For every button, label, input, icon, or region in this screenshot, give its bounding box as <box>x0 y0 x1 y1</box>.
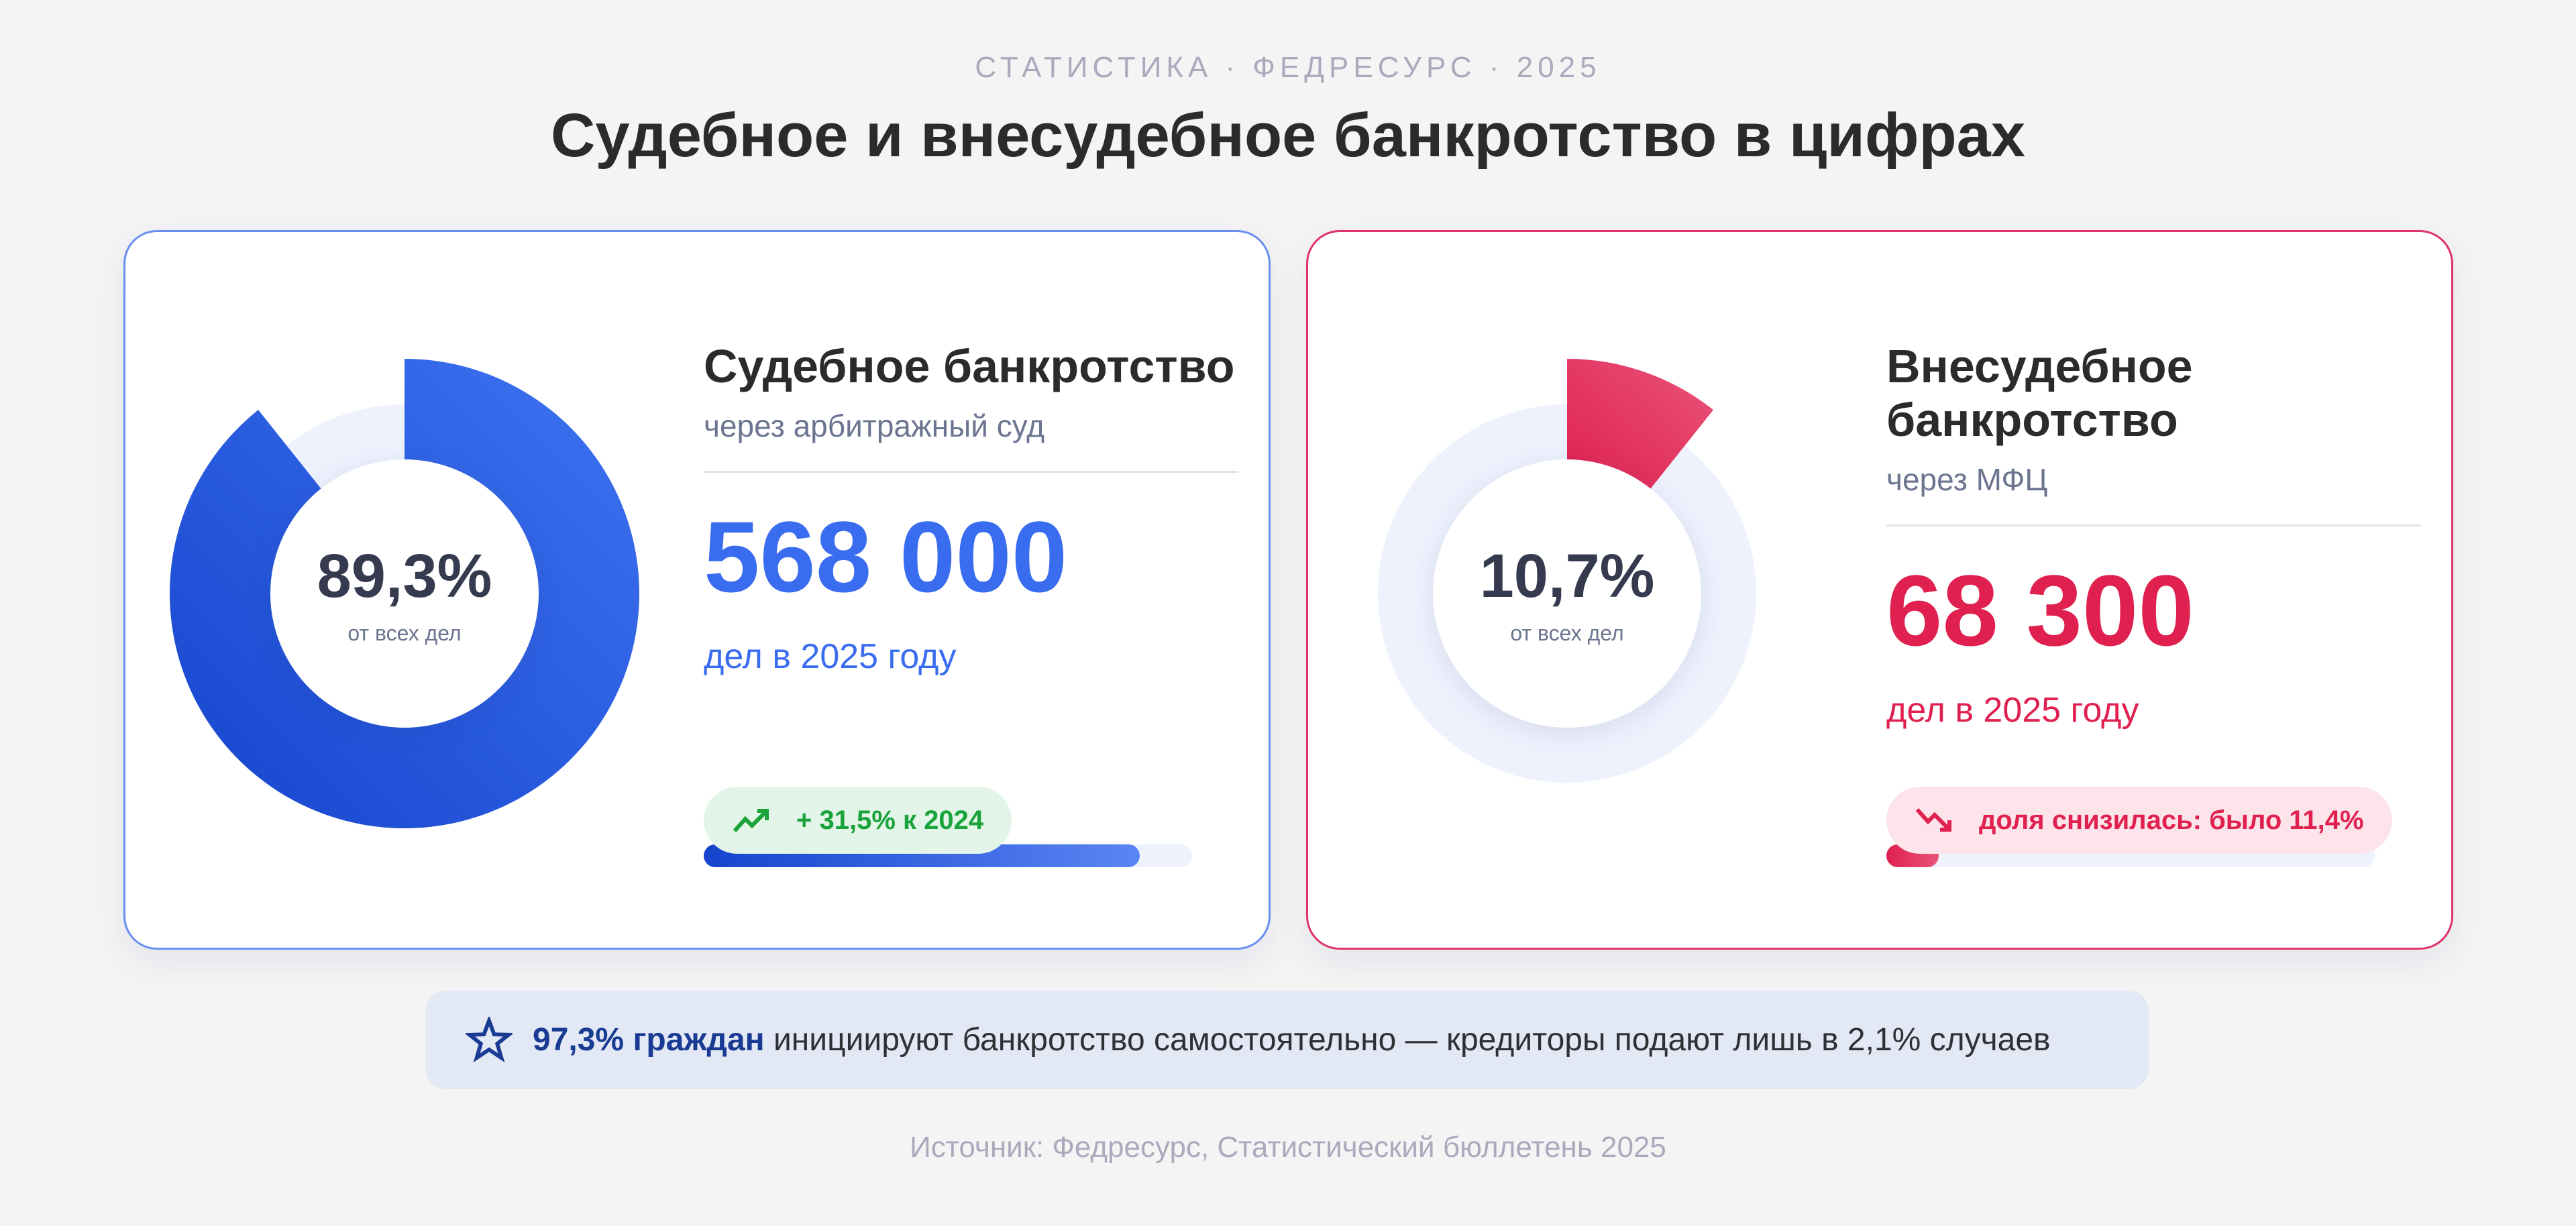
case-unit: дел в 2025 году <box>704 637 957 676</box>
donut-center: 10,7% от всех дел <box>1433 459 1701 728</box>
donut-caption: от всех дел <box>1510 621 1624 645</box>
divider <box>704 471 1238 473</box>
donut-center: 89,3% от всех дел <box>270 459 539 728</box>
trend-down-icon <box>1915 808 1951 832</box>
card-subtitle: через МФЦ <box>1886 462 2048 497</box>
badge-text: + 31,5% к 2024 <box>796 805 984 835</box>
case-count: 68 300 <box>1886 554 2194 667</box>
judicial-card: 89,3% от всех дел Судебное банкротство ч… <box>123 230 1271 950</box>
banner-text: инициируют банкротство самостоятельно — … <box>773 1022 2051 1058</box>
insight-banner: 97,3% граждан инициируют банкротство сам… <box>425 991 2149 1089</box>
growth-badge: + 31,5% к 2024 <box>704 787 1012 854</box>
extrajudicial-card: 10,7% от всех дел Внесудебное банкротств… <box>1306 230 2453 950</box>
card-subtitle: через арбитражный суд <box>704 408 1045 443</box>
donut-caption: от всех дел <box>347 621 462 645</box>
star-icon <box>466 1016 513 1062</box>
card-title: Внесудебное банкротство <box>1886 340 2193 446</box>
donut-segment-extrajudicial <box>1567 359 1713 492</box>
donut-percent: 89,3% <box>317 542 492 610</box>
donut-segment-judicial <box>169 359 639 828</box>
donut-percent: 10,7% <box>1479 542 1655 610</box>
divider <box>1886 524 2421 526</box>
page-title: Судебное и внесудебное банкротство в циф… <box>550 101 2026 170</box>
trend-up-icon <box>733 809 769 832</box>
source-note: Источник: Федресурс, Статистический бюлл… <box>910 1131 1666 1164</box>
banner-highlight: 97,3% граждан <box>533 1022 765 1058</box>
case-count: 568 000 <box>704 500 1068 613</box>
card-title: Судебное банкротство <box>704 340 1235 392</box>
badge-text: доля снизилась: было 11,4% <box>1979 805 2364 835</box>
case-unit: дел в 2025 году <box>1886 691 2139 730</box>
kicker: СТАТИСТИКА · ФЕДРЕСУРС · 2025 <box>975 51 1601 84</box>
decline-badge: доля снизилась: было 11,4% <box>1886 787 2392 854</box>
